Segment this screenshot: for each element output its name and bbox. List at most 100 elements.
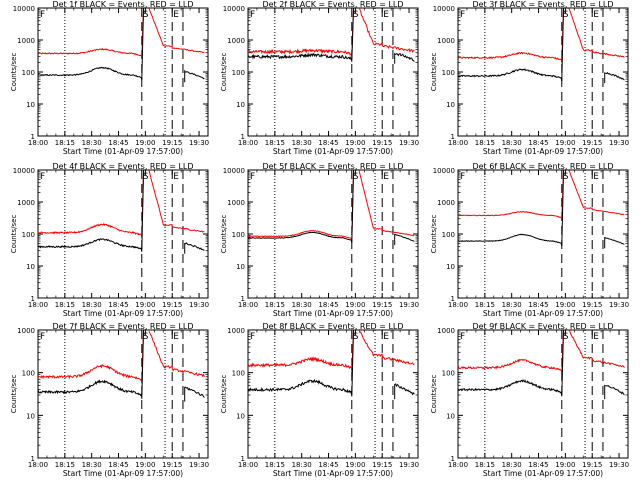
y-tick-label: 100 — [22, 69, 35, 77]
plot-frame — [37, 329, 209, 459]
marker-label-e: E — [593, 172, 599, 182]
panel-title: Det 2f BLACK = Events, RED = LLD — [262, 0, 403, 9]
series-events-line — [38, 330, 205, 402]
x-tick-label: 19:30 — [399, 139, 419, 147]
panel-title: Det 9f BLACK = Events, RED = LLD — [472, 322, 613, 331]
y-tick-label: 10 — [236, 101, 245, 109]
x-axis-label: Start Time (01-Apr-09 17:57:00) — [63, 469, 183, 478]
y-tick-label: 10000 — [433, 167, 455, 175]
panel-title: Det 5f BLACK = Events, RED = LLD — [262, 162, 403, 171]
y-tick-label: 100 — [232, 231, 245, 239]
y-tick-label: 100 — [232, 69, 245, 77]
panel-title: Det 7f BLACK = Events, RED = LLD — [52, 322, 193, 331]
x-axis-label: Start Time (01-Apr-09 17:57:00) — [483, 469, 603, 478]
x-axis-label: Start Time (01-Apr-09 17:57:00) — [483, 309, 603, 318]
marker-label-f: F — [460, 332, 465, 342]
y-tick-label: 10 — [26, 101, 35, 109]
series-events-line — [38, 8, 205, 83]
y-tick-label: 10 — [236, 412, 245, 420]
y-tick-label: 1000 — [17, 327, 35, 335]
x-axis-label: Start Time (01-Apr-09 17:57:00) — [273, 147, 393, 156]
marker-label-s: S — [353, 332, 359, 342]
y-tick-label: 100 — [442, 69, 455, 77]
y-axis-label: Counts/sec — [10, 215, 18, 254]
y-axis-label: Counts/sec — [430, 53, 438, 92]
y-tick-label: 1 — [241, 455, 245, 463]
panel-det-4f: Det 4f BLACK = Events, RED = LLD 1 10 100 10… — [10, 162, 209, 318]
y-tick-label: 10 — [446, 412, 455, 420]
panel-det-1f: Det 1f BLACK = Events, RED = LLD 1 10 100 10… — [10, 0, 209, 156]
series-events-line — [458, 170, 625, 249]
plot-frame — [247, 329, 419, 459]
plot-frame — [457, 329, 629, 459]
panel-det-2f: Det 2f BLACK = Events, RED = LLD 1 10 100 10… — [220, 0, 419, 156]
x-tick-label: 18:45 — [318, 301, 338, 309]
series-lld-line — [38, 330, 205, 384]
y-tick-label: 1 — [241, 295, 245, 303]
y-tick-label: 100 — [22, 231, 35, 239]
y-tick-label: 10000 — [13, 167, 35, 175]
x-tick-label: 18:00 — [238, 139, 258, 147]
panel-title: Det 1f BLACK = Events, RED = LLD — [52, 0, 193, 9]
y-tick-label: 1000 — [227, 199, 245, 207]
panel-det-5f: Det 5f BLACK = Events, RED = LLD 1 10 100 10… — [220, 162, 419, 318]
x-tick-label: 19:15 — [582, 461, 602, 469]
x-tick-label: 19:30 — [189, 301, 209, 309]
x-tick-label: 18:15 — [265, 301, 285, 309]
series-lld-line — [248, 8, 415, 57]
y-axis-label: Counts/sec — [220, 53, 228, 92]
marker-label-f: F — [460, 172, 465, 182]
x-tick-label: 19:00 — [345, 301, 365, 309]
x-tick-label: 18:30 — [292, 461, 312, 469]
marker-label-f: F — [40, 172, 45, 182]
x-tick-label: 19:00 — [345, 139, 365, 147]
panel-det-6f: Det 6f BLACK = Events, RED = LLD 1 10 100 10… — [430, 162, 629, 318]
x-tick-label: 18:45 — [528, 461, 548, 469]
x-tick-label: 18:00 — [238, 301, 258, 309]
x-tick-label: 19:15 — [372, 139, 392, 147]
y-tick-label: 1 — [451, 133, 455, 141]
x-tick-label: 18:00 — [448, 139, 468, 147]
y-tick-label: 1000 — [17, 199, 35, 207]
y-tick-label: 100 — [442, 370, 455, 378]
x-tick-label: 18:15 — [55, 301, 75, 309]
series-lld-line — [38, 8, 205, 59]
x-tick-label: 18:00 — [448, 461, 468, 469]
y-tick-label: 100 — [22, 370, 35, 378]
y-tick-label: 10 — [446, 101, 455, 109]
y-tick-label: 100 — [232, 370, 245, 378]
series-events-line — [248, 170, 415, 246]
y-axis-label: Counts/sec — [10, 375, 18, 414]
x-tick-label: 19:30 — [399, 301, 419, 309]
y-tick-label: 1 — [31, 455, 35, 463]
y-tick-label: 1000 — [437, 37, 455, 45]
marker-label-e: E — [383, 172, 389, 182]
x-tick-label: 18:00 — [238, 461, 258, 469]
x-tick-label: 18:45 — [318, 139, 338, 147]
x-tick-label: 18:15 — [265, 461, 285, 469]
x-tick-label: 19:15 — [372, 461, 392, 469]
y-tick-label: 10 — [26, 263, 35, 271]
series-lld-line — [248, 330, 415, 372]
y-axis-label: Counts/sec — [430, 215, 438, 254]
y-tick-label: 1 — [31, 295, 35, 303]
series-lld-line — [458, 330, 625, 375]
marker-label-s: S — [143, 332, 149, 342]
marker-label-s: S — [143, 172, 149, 182]
y-tick-label: 10 — [446, 263, 455, 271]
marker-label-e: E — [383, 332, 389, 342]
series-lld-line — [458, 170, 625, 221]
x-tick-label: 18:15 — [475, 139, 495, 147]
x-tick-label: 18:30 — [502, 139, 522, 147]
marker-label-s: S — [353, 172, 359, 182]
y-tick-label: 1000 — [437, 327, 455, 335]
x-tick-label: 19:00 — [555, 139, 575, 147]
y-axis-label: Counts/sec — [10, 53, 18, 92]
marker-label-e: E — [593, 10, 599, 20]
x-tick-label: 18:00 — [28, 139, 48, 147]
y-tick-label: 1 — [241, 133, 245, 141]
marker-label-f: F — [250, 332, 255, 342]
marker-label-f: F — [40, 332, 45, 342]
marker-label-e: E — [173, 332, 179, 342]
x-tick-label: 18:30 — [502, 301, 522, 309]
